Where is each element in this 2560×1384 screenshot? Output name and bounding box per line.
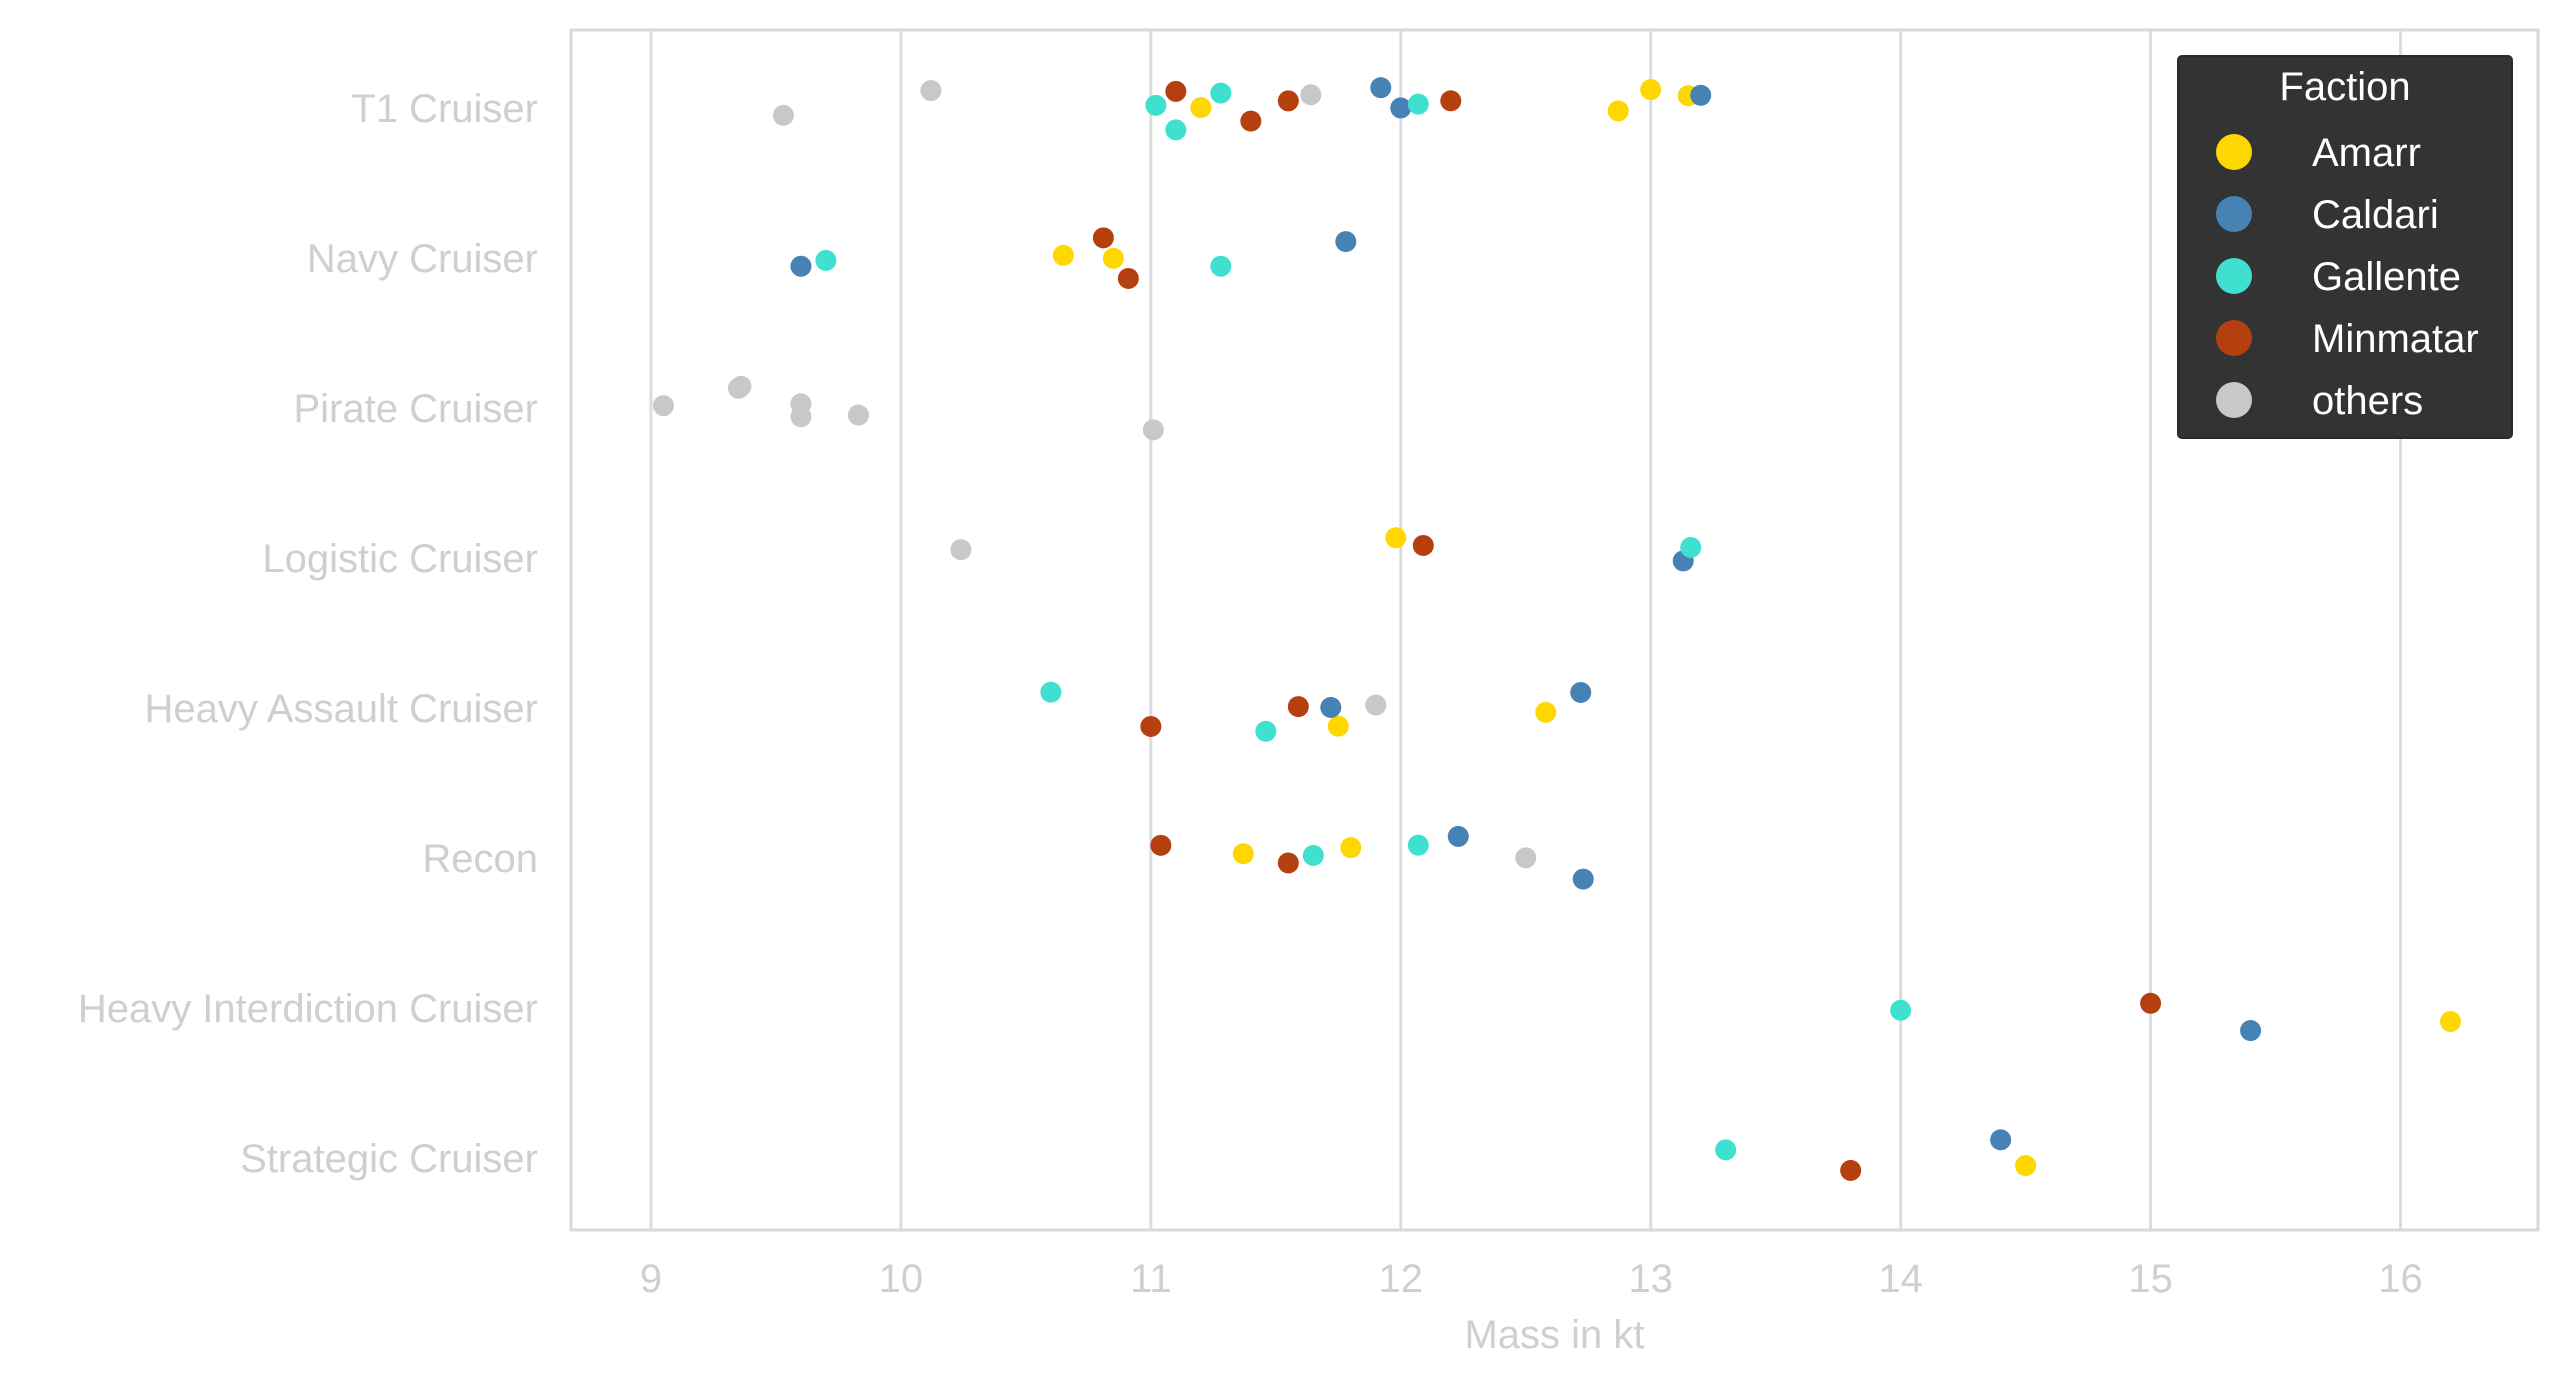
point-caldari-heavy-interdiction-cruiser-10 [2240,1020,2262,1042]
point-gallente-strategic-cruiser-12 [1715,1139,1737,1161]
point-others-heavy-assault-cruiser-11 [1365,694,1387,716]
legend-label-caldari: Caldari [2312,193,2439,237]
point-caldari-t1-cruiser-2 [1690,84,1712,106]
point-caldari-t1-cruiser-0 [1370,77,1392,99]
point-caldari-recon-9 [1572,868,1594,890]
point-minmatar-recon-10 [1277,852,1299,874]
point-amarr-strategic-cruiser-12 [2015,1155,2037,1177]
legend-label-amarr: Amarr [2312,131,2421,175]
point-minmatar-t1-cruiser-3 [1440,90,1462,112]
point-caldari-navy-cruiser-4 [1335,231,1357,253]
y-tick-label-heavy-interdiction-cruiser: Heavy Interdiction Cruiser [78,987,538,1031]
point-minmatar-heavy-interdiction-cruiser-11 [2140,992,2162,1014]
point-gallente-t1-cruiser-1 [1165,119,1187,141]
x-tick-label-12: 12 [1379,1257,1424,1301]
point-gallente-navy-cruiser-4 [815,249,837,271]
point-others-pirate-cruiser-7 [790,406,812,428]
point-amarr-recon-10 [1340,837,1362,859]
point-amarr-heavy-assault-cruiser-8 [1535,701,1557,723]
legend-marker-gallente [2216,258,2252,294]
point-gallente-heavy-interdiction-cruiser-11 [1890,999,1912,1021]
y-tick-label-pirate-cruiser: Pirate Cruiser [293,387,538,431]
point-caldari-t1-cruiser-1 [1390,97,1412,119]
legend-marker-others [2216,382,2252,418]
point-gallente-recon-9 [1302,844,1324,866]
point-minmatar-heavy-assault-cruiser-7 [1140,715,1162,737]
point-caldari-heavy-assault-cruiser-6 [1320,696,1342,718]
point-minmatar-strategic-cruiser-12 [1840,1159,1862,1181]
legend-marker-caldari [2216,196,2252,232]
point-gallente-t1-cruiser-2 [1210,82,1232,104]
x-tick-label-13: 13 [1628,1257,1673,1301]
x-tick-label-11: 11 [1130,1257,1172,1301]
point-others-pirate-cruiser-5 [730,375,752,397]
x-tick-label-15: 15 [2128,1257,2173,1301]
point-amarr-t1-cruiser-1 [1607,100,1629,122]
point-amarr-heavy-interdiction-cruiser-11 [2440,1011,2462,1033]
point-gallente-logistic-cruiser-6 [1680,536,1702,558]
legend: Faction Amarr Caldari Gallente Minmatar othe… [2177,55,2513,439]
x-tick-labels: 9 10 11 12 13 14 15 16 [640,1257,2423,1301]
point-minmatar-t1-cruiser-1 [1240,110,1262,132]
point-amarr-t1-cruiser-2 [1640,79,1662,101]
point-others-pirate-cruiser-8 [847,404,869,426]
point-others-pirate-cruiser-9 [1142,419,1164,441]
point-caldari-recon-8 [1447,825,1469,847]
point-others-recon-12 [1515,847,1537,869]
legend-box [2177,55,2513,439]
y-tick-label-heavy-assault-cruiser: Heavy Assault Cruiser [145,687,538,731]
legend-title: Faction [2279,65,2410,109]
point-minmatar-navy-cruiser-5 [1117,267,1139,289]
x-axis-title: Mass in kt [1464,1313,1644,1357]
point-others-logistic-cruiser-10 [950,539,972,561]
y-tick-label-logistic-cruiser: Logistic Cruiser [262,537,538,581]
point-amarr-navy-cruiser-4 [1052,244,1074,266]
x-tick-label-16: 16 [2378,1257,2423,1301]
point-minmatar-t1-cruiser-0 [1165,80,1187,102]
plot-frame [569,28,2540,1232]
y-tick-label-navy-cruiser: Navy Cruiser [307,237,538,281]
y-tick-labels: T1 Cruiser Navy Cruiser Pirate Cruiser Logi… [78,87,538,1181]
point-minmatar-heavy-assault-cruiser-8 [1287,696,1309,718]
point-caldari-heavy-assault-cruiser-7 [1570,681,1592,703]
point-gallente-t1-cruiser-0 [1145,94,1167,116]
point-amarr-t1-cruiser-0 [1190,97,1212,119]
legend-marker-amarr [2216,134,2252,170]
point-caldari-strategic-cruiser-11 [1990,1129,2012,1151]
point-gallente-navy-cruiser-5 [1210,255,1232,277]
point-gallente-heavy-assault-cruiser-7 [1040,681,1062,703]
legend-label-gallente: Gallente [2312,255,2461,299]
x-tick-label-14: 14 [1878,1257,1923,1301]
point-others-t1-cruiser-0 [772,104,794,126]
x-tick-label-10: 10 [879,1257,924,1301]
point-minmatar-recon-9 [1150,834,1172,856]
point-others-pirate-cruiser-3 [652,395,674,417]
point-minmatar-logistic-cruiser-6 [1412,534,1434,556]
legend-label-others: others [2312,379,2423,423]
point-caldari-navy-cruiser-3 [790,255,812,277]
point-gallente-recon-10 [1407,834,1429,856]
point-minmatar-t1-cruiser-2 [1277,90,1299,112]
point-amarr-logistic-cruiser-6 [1385,527,1407,549]
y-tick-label-strategic-cruiser: Strategic Cruiser [240,1137,538,1181]
data-points [652,77,2462,1181]
point-gallente-heavy-assault-cruiser-8 [1255,720,1277,742]
x-tick-label-9: 9 [640,1257,662,1301]
point-others-t1-cruiser-2 [1300,84,1322,106]
legend-label-minmatar: Minmatar [2312,317,2479,361]
y-tick-label-t1-cruiser: T1 Cruiser [351,87,538,131]
legend-entries: Amarr Caldari Gallente Minmatar others [2216,131,2479,423]
point-amarr-recon-9 [1232,843,1254,865]
point-others-t1-cruiser-1 [920,80,942,102]
point-amarr-navy-cruiser-5 [1102,247,1124,269]
point-gallente-t1-cruiser-3 [1407,93,1429,115]
point-amarr-heavy-assault-cruiser-7 [1327,715,1349,737]
y-tick-label-recon: Recon [422,837,538,881]
point-minmatar-navy-cruiser-4 [1092,227,1114,249]
legend-marker-minmatar [2216,320,2252,356]
